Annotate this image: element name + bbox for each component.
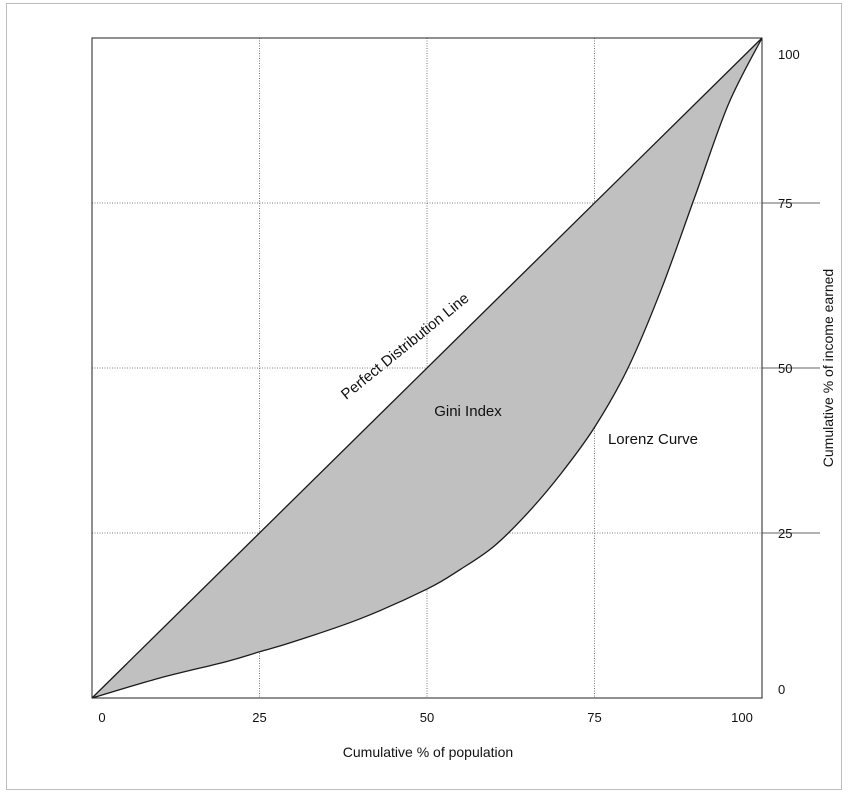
x-tick-labels: 0 25 50 75 100 bbox=[98, 710, 752, 725]
lorenz-curve-line bbox=[91, 37, 763, 699]
chart-frame bbox=[6, 3, 842, 790]
x-tick-label: 100 bbox=[731, 710, 753, 725]
y-tick-label: 75 bbox=[778, 196, 792, 211]
y-tick-label: 100 bbox=[778, 47, 800, 62]
perfect-distribution-line bbox=[91, 37, 763, 699]
plot-area-border bbox=[91, 37, 763, 699]
y-tick-label: 25 bbox=[778, 526, 792, 541]
x-tick-label: 0 bbox=[98, 710, 105, 725]
y-tick-label: 50 bbox=[778, 361, 792, 376]
lorenz-curve-label: Lorenz Curve bbox=[608, 431, 698, 448]
gini-index-label: Gini Index bbox=[434, 403, 502, 420]
y-tick-label: 0 bbox=[778, 682, 785, 697]
x-tick-label: 50 bbox=[420, 710, 434, 725]
x-axis-label: Cumulative % of population bbox=[343, 744, 513, 760]
x-tick-label: 25 bbox=[252, 710, 266, 725]
y-tick-labels: 0 25 50 75 100 bbox=[778, 47, 800, 697]
y-axis-label: Cumulative % of income earned bbox=[820, 269, 836, 467]
x-tick-label: 75 bbox=[587, 710, 601, 725]
